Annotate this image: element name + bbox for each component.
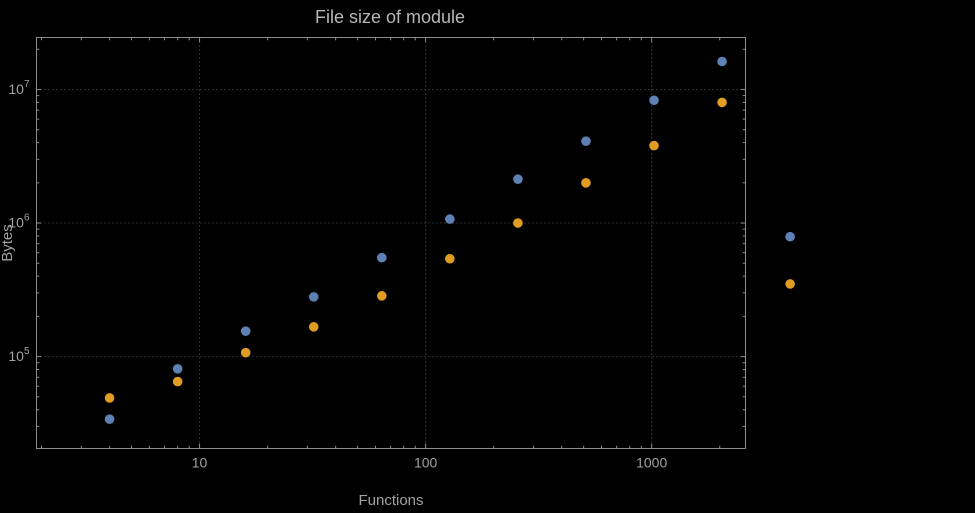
data-point bbox=[785, 231, 795, 242]
y-axis-label: Bytes bbox=[0, 224, 16, 262]
data-point bbox=[445, 214, 455, 224]
chart-title: File size of module bbox=[315, 7, 465, 27]
data-point bbox=[308, 322, 319, 332]
y-tick-label: 105 bbox=[8, 346, 30, 364]
data-point bbox=[308, 292, 319, 302]
data-point bbox=[172, 364, 183, 374]
data-point bbox=[785, 279, 795, 289]
gridlines bbox=[36, 37, 746, 449]
data-point bbox=[581, 178, 591, 188]
data-point bbox=[104, 414, 115, 424]
data-points bbox=[104, 56, 795, 424]
data-point bbox=[513, 174, 523, 184]
data-point bbox=[581, 136, 591, 146]
data-point bbox=[717, 97, 727, 108]
data-point bbox=[445, 253, 455, 264]
series-1-blue bbox=[104, 56, 795, 424]
x-axis-label: Functions bbox=[358, 492, 423, 509]
data-point bbox=[104, 393, 115, 403]
data-point bbox=[513, 218, 523, 228]
axis-ticks bbox=[36, 37, 746, 449]
tick-labels: 10 100 1000 105 106 107 bbox=[8, 79, 667, 471]
data-point bbox=[649, 140, 659, 151]
data-point bbox=[240, 326, 251, 336]
data-point bbox=[377, 252, 387, 263]
data-point bbox=[172, 376, 183, 387]
data-point bbox=[649, 95, 659, 106]
series-2-orange bbox=[104, 97, 795, 403]
x-tick-label: 1000 bbox=[636, 455, 667, 471]
y-tick-label: 107 bbox=[8, 79, 30, 97]
data-point bbox=[240, 347, 251, 358]
data-point bbox=[377, 291, 387, 301]
x-tick-label: 100 bbox=[414, 455, 438, 471]
data-point bbox=[717, 56, 727, 67]
y-tick-label: 106 bbox=[8, 213, 30, 231]
x-tick-label: 10 bbox=[192, 455, 208, 471]
